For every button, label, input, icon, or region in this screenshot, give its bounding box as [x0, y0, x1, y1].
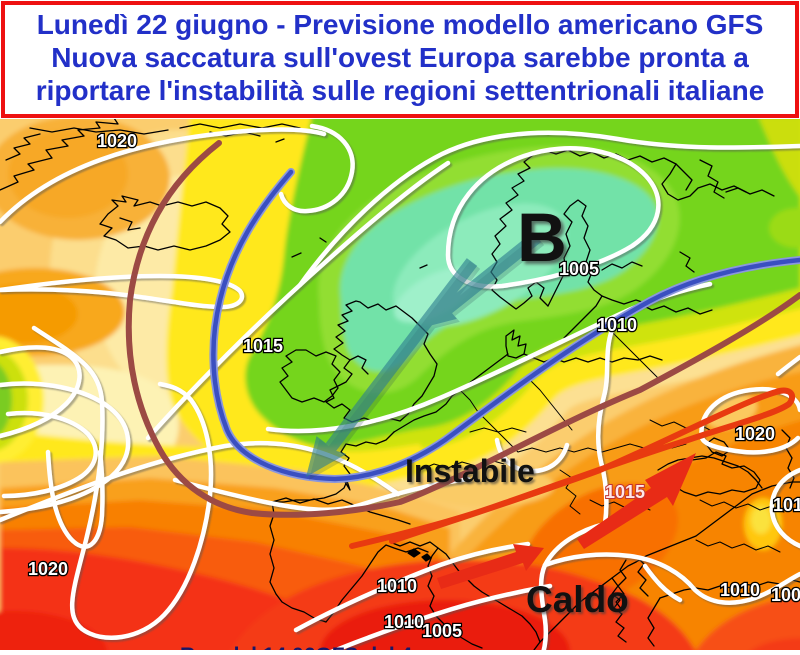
svg-text:1010: 1010 [384, 612, 424, 632]
svg-text:1005: 1005 [559, 259, 599, 279]
svg-text:Caldo: Caldo [526, 579, 629, 620]
svg-text:1015: 1015 [243, 336, 283, 356]
svg-text:B: B [517, 199, 567, 276]
svg-text:1015: 1015 [605, 482, 645, 502]
svg-text:1020: 1020 [97, 131, 137, 151]
svg-text:1005: 1005 [771, 585, 800, 605]
svg-text:1010: 1010 [597, 315, 637, 335]
svg-text:1020: 1020 [735, 424, 775, 444]
svg-text:1005: 1005 [422, 621, 462, 641]
svg-text:1010: 1010 [377, 576, 417, 596]
svg-text:1015: 1015 [773, 495, 800, 515]
svg-text:1020: 1020 [28, 559, 68, 579]
svg-text:Run del 14.06GFS del 4 ore: Run del 14.06GFS del 4 ore [180, 644, 451, 650]
svg-text:1010: 1010 [720, 580, 760, 600]
svg-text:Instabile: Instabile [405, 453, 535, 489]
